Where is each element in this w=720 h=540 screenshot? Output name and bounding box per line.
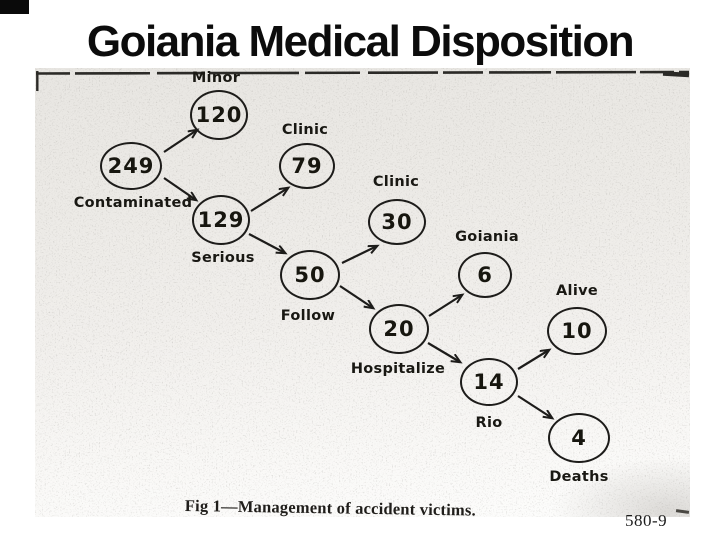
node-clinic-30: 30 [368,199,426,245]
node-value: 249 [107,154,155,178]
node-serious: 129 [192,195,250,245]
node-alive: 10 [547,307,607,355]
node-label-hospitalize: Hospitalize [350,361,446,377]
node-label-goiania: Goiania [455,229,519,245]
node-label-deaths: Deaths [549,469,609,485]
node-value: 14 [473,370,505,394]
scan-shadow [550,457,690,517]
node-rio: 14 [460,358,518,406]
node-label-rio: Rio [475,415,503,431]
node-label-alive: Alive [556,283,598,299]
node-label-serious: Serious [191,250,255,266]
node-value: 79 [291,154,323,178]
node-minor: 120 [190,90,248,140]
node-goiania: 6 [458,252,512,298]
node-value: 129 [197,208,245,232]
node-label-minor: Minor [191,70,241,86]
node-deaths: 4 [548,413,610,463]
node-label-clinic-30: Clinic [372,174,420,190]
slide-number: 580-9 [625,511,668,530]
node-value: 4 [571,426,587,450]
corner-mark [0,0,29,14]
node-label-follow: Follow [280,308,336,324]
node-value: 20 [383,317,415,341]
node-label-contaminated: Contaminated [73,195,193,211]
node-value: 120 [195,103,243,127]
slide-title: Goiania Medical Disposition [86,17,635,66]
node-label-clinic-79: Clinic [281,122,329,138]
node-value: 30 [381,210,413,234]
node-value: 50 [294,263,326,287]
node-value: 10 [561,319,593,343]
node-contaminated: 249 [100,142,162,190]
node-value: 6 [477,263,493,287]
node-clinic-79: 79 [279,143,335,189]
node-follow: 50 [280,250,340,300]
node-hospitalize: 20 [369,304,429,354]
